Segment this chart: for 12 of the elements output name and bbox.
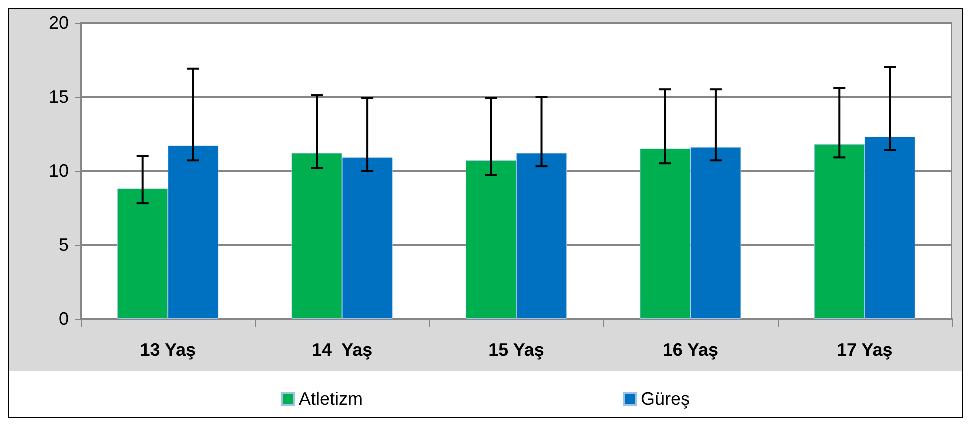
x-tick-label: 13 Yaş — [140, 340, 196, 360]
legend-label: Güreş — [640, 389, 690, 409]
x-tick-label: 17 Yaş — [837, 340, 893, 360]
y-tick-label: 15 — [48, 87, 69, 107]
x-tick-label: 14 Yaş — [312, 340, 373, 360]
y-tick-label: 5 — [58, 235, 69, 255]
x-tick-label: 15 Yaş — [488, 340, 544, 360]
y-tick-label: 20 — [48, 13, 69, 33]
y-tick-label: 0 — [58, 309, 69, 329]
legend-label: Atletizm — [298, 389, 363, 409]
x-tick-label: 16 Yaş — [662, 340, 719, 360]
y-tick-label: 10 — [48, 161, 69, 181]
